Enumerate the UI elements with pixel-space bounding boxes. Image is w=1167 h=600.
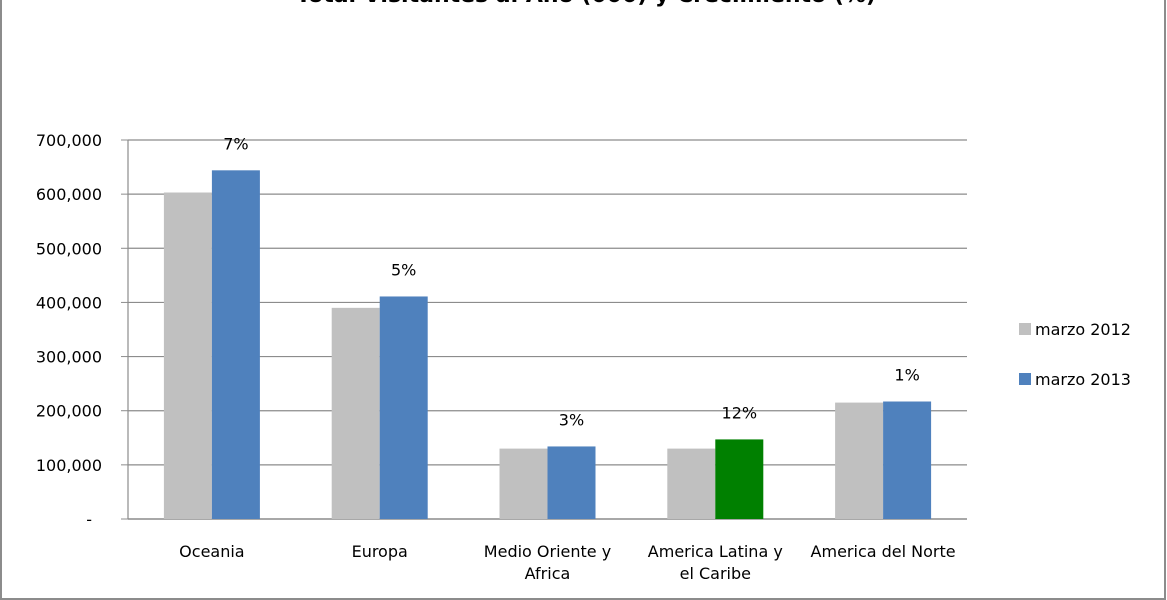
bar-marzo-2013 xyxy=(547,446,596,519)
bar-marzo-2013 xyxy=(715,439,764,519)
growth-labels: 7% 5% 3% 12% 1% xyxy=(223,134,920,429)
category-label: Oceania xyxy=(179,542,244,561)
y-tick-label: - xyxy=(86,510,92,529)
category-label: Medio Oriente y xyxy=(484,542,611,561)
legend-swatch xyxy=(1019,373,1031,385)
y-tick-label: 400,000 xyxy=(36,293,102,312)
legend-swatch xyxy=(1019,323,1031,335)
y-tick-label: 600,000 xyxy=(36,185,102,204)
growth-label: 5% xyxy=(391,260,416,279)
category-label: el Caribe xyxy=(680,564,751,583)
y-tick-label: 100,000 xyxy=(36,456,102,475)
bar-marzo-2012 xyxy=(835,402,884,519)
y-tick-label: 200,000 xyxy=(36,402,102,421)
bar-marzo-2012 xyxy=(499,448,548,519)
bar-marzo-2012 xyxy=(163,192,212,520)
y-tick-label: 700,000 xyxy=(36,131,102,150)
growth-label: 3% xyxy=(559,410,584,429)
bar-marzo-2012 xyxy=(667,448,716,519)
x-axis-categories: Oceania Europa Medio Oriente y Africa Americ… xyxy=(179,542,955,583)
category-label: Europa xyxy=(352,542,408,561)
legend-label: marzo 2012 xyxy=(1035,320,1131,339)
category-label: Africa xyxy=(525,564,571,583)
y-tick-label: 500,000 xyxy=(36,239,102,258)
growth-label: 12% xyxy=(722,403,758,422)
y-axis-ticks: - 100,000 200,000 300,000 400,000 500,000 600,… xyxy=(36,131,102,529)
legend: marzo 2012 marzo 2013 xyxy=(1019,320,1131,389)
bar-marzo-2013 xyxy=(883,401,932,519)
bar-marzo-2012 xyxy=(331,307,380,519)
category-label: America Latina y xyxy=(648,542,783,561)
category-label: America del Norte xyxy=(811,542,956,561)
growth-label: 7% xyxy=(223,134,248,153)
growth-label: 1% xyxy=(894,366,919,385)
chart-title: Total Visitantes al Año (000) y Crecimie… xyxy=(296,0,876,8)
legend-label: marzo 2013 xyxy=(1035,370,1131,389)
bar-marzo-2013 xyxy=(379,296,428,519)
bar-marzo-2013 xyxy=(211,170,260,519)
y-tick-label: 300,000 xyxy=(36,348,102,367)
bars xyxy=(163,170,932,520)
